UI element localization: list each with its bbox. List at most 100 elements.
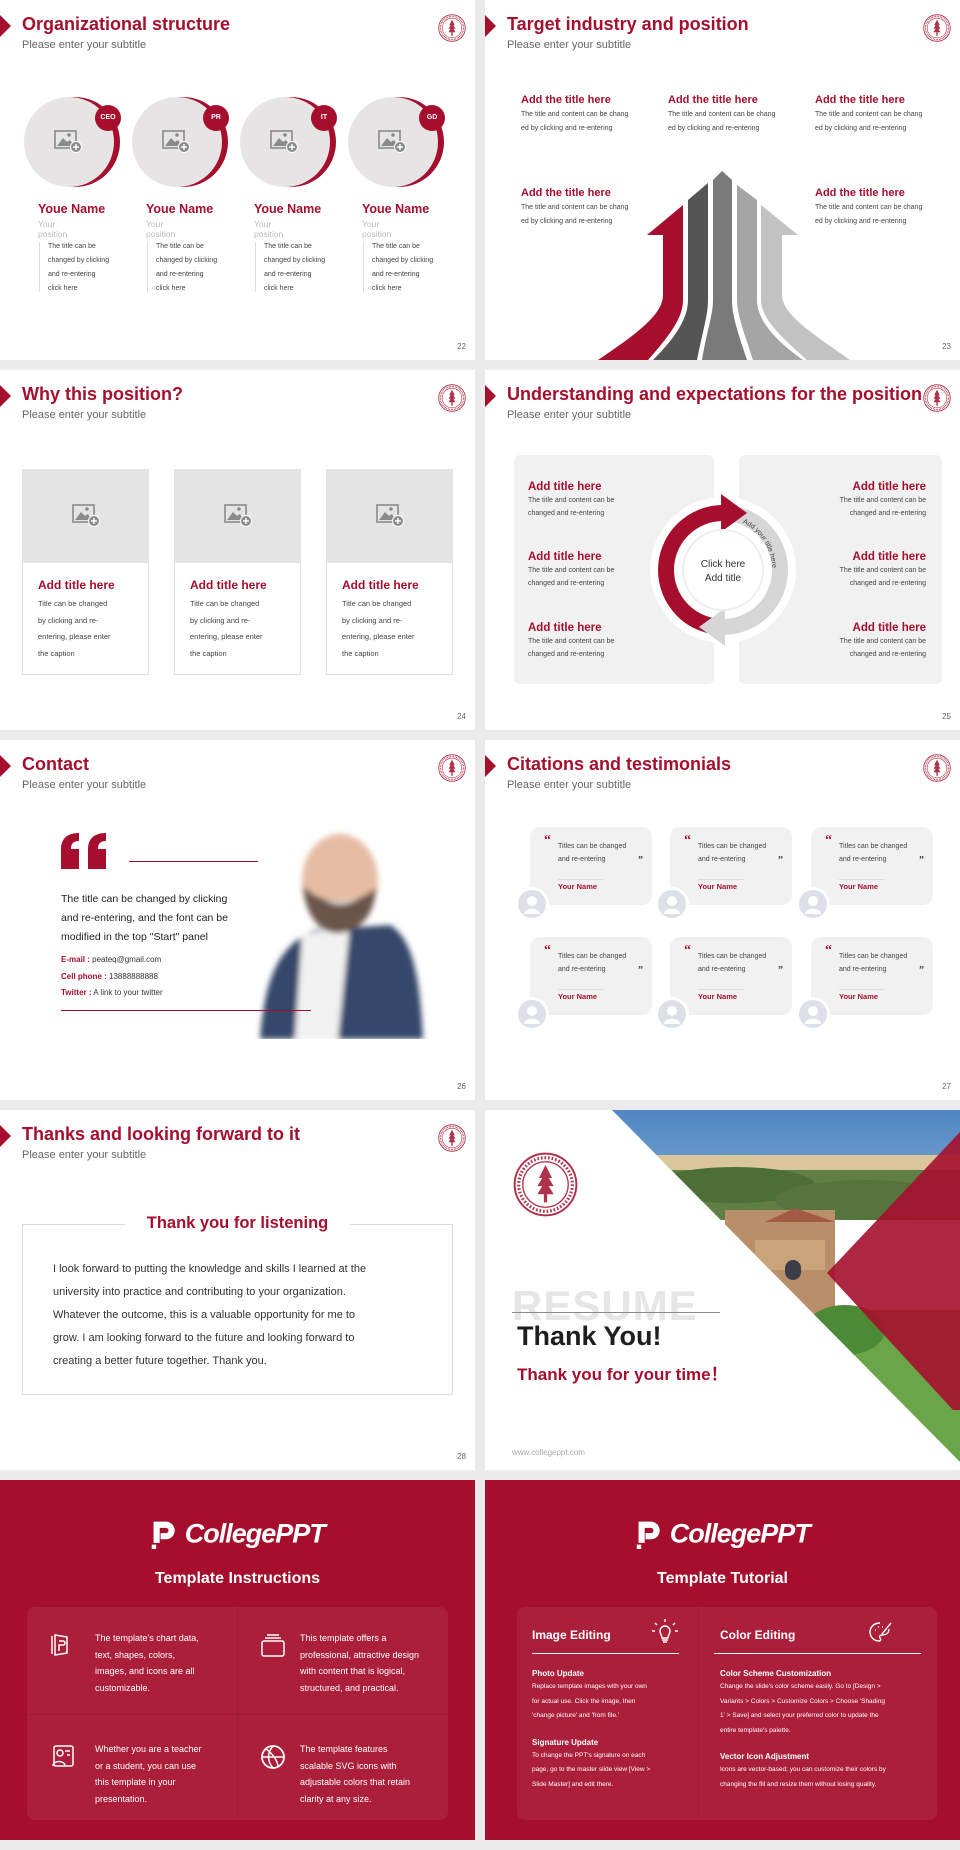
cycle-center [682, 529, 764, 611]
avatar [655, 887, 689, 921]
testimonial-card[interactable]: “ Titles can be changed and re-entering ” Yo… [530, 937, 652, 1015]
message-title-wrap: Thank you for listening [0, 1214, 475, 1233]
expectation-item[interactable]: Add title here The title and content can … [528, 481, 614, 520]
arrow-lightest-gray [761, 205, 850, 360]
section-body-line: Variants > Colors > Customize Colors > C… [720, 1697, 885, 1705]
ball-icon [260, 1744, 286, 1770]
desc-line: click here [156, 285, 186, 292]
thank-you-tagline: Thank you for your time！ [517, 1365, 728, 1384]
image-editing-sections: Photo Update Replace template images wit… [532, 1669, 682, 1792]
slide-template-instructions[interactable]: CollegePPT Template Instructions The tem… [0, 1480, 475, 1840]
member-position: Your position [146, 219, 176, 239]
card-image-placeholder[interactable] [326, 469, 453, 563]
university-seal-icon [923, 754, 951, 782]
page-number: 27 [942, 1082, 951, 1091]
section-body-line: for actual use. Click the image, then [532, 1697, 636, 1705]
member-description: The title can be changed by clicking and r… [372, 240, 433, 296]
block-body-line: ed by clicking and re-entering [815, 125, 907, 132]
block-body-line: ed by clicking and re-entering [521, 218, 613, 225]
tutorial-panel [517, 1607, 937, 1820]
block-title: Add the title here [815, 187, 905, 199]
close-quote-icon: ” [919, 965, 924, 976]
slide-target-industry[interactable]: Target industry and position Please ente… [485, 0, 960, 360]
cycle-center-line2: Add title [705, 573, 742, 584]
section-body-line: Replace template images with your own [532, 1683, 647, 1690]
text-block[interactable]: Add the title here The title and content … [521, 94, 628, 136]
testimonial-card[interactable]: “ Titles can be changed and re-entering ” Yo… [811, 937, 933, 1015]
expectation-item[interactable]: Add title here The title and content can … [528, 551, 614, 590]
slide-contact[interactable]: Contact Please enter your subtitle The t… [0, 740, 475, 1100]
instruction-line: clarity at any size. [300, 1793, 372, 1804]
role-badge: CEO [95, 105, 121, 131]
expectation-item[interactable]: Add title here The title and content can … [528, 622, 614, 661]
twitter-link[interactable]: A link to your twitter [93, 988, 163, 997]
testimonial-line: and re-entering [558, 965, 606, 973]
position-card[interactable]: Add title here Title can be changed by cli… [174, 469, 301, 675]
red-diamond-overlay [827, 1132, 960, 1410]
instruction-line: text, shapes, colors, [95, 1649, 176, 1660]
body-line: creating a better future together. Thank… [53, 1355, 267, 1367]
arrow-mid-gray [702, 171, 747, 360]
slide-thanks-looking-forward[interactable]: Thanks and looking forward to it Please … [0, 1110, 475, 1470]
campus-photo [612, 1110, 960, 1462]
card-image-placeholder[interactable] [174, 469, 301, 563]
photo-placeholder[interactable] [24, 97, 114, 187]
testimonial-name: Your Name [558, 882, 598, 891]
testimonial-text: Titles can be changed and re-entering [698, 841, 766, 866]
quote-mark-icon [61, 833, 106, 869]
user-icon [664, 1006, 680, 1024]
testimonial-card[interactable]: “ Titles can be changed and re-entering ” Yo… [670, 937, 792, 1015]
close-quote-icon: ” [778, 965, 783, 976]
text-block[interactable]: Add the title here The title and content … [815, 94, 922, 136]
testimonial-card[interactable]: “ Titles can be changed and re-entering ” Yo… [670, 827, 792, 905]
page-number: 25 [942, 712, 951, 721]
collegeppt-logo-icon [150, 1521, 180, 1549]
card-body-line: the caption [190, 649, 227, 659]
desc-line: and re-entering [372, 271, 420, 278]
page-number: 26 [457, 1082, 466, 1091]
card-body-line: the caption [342, 649, 379, 659]
instruction-line: this template in your [95, 1777, 176, 1788]
slide-title: Target industry and position [507, 14, 749, 34]
slide-thank-you-cover[interactable]: RESUME Thank You! Thank you for your tim… [485, 1110, 960, 1470]
collegeppt-logo: CollegePPT [0, 1518, 475, 1550]
instructions-panel [27, 1607, 448, 1820]
email-value[interactable]: peateq@gmail.com [92, 955, 162, 964]
position-card[interactable]: Add title here Title can be changed by cli… [326, 469, 453, 675]
expectation-item[interactable]: Add title here The title and content can … [840, 551, 926, 590]
name-divider [698, 989, 744, 990]
slide-understanding-expectations[interactable]: Understanding and expectations for the p… [485, 370, 960, 730]
desc-line: The title can be [264, 243, 312, 250]
text-block[interactable]: Add the title here The title and content … [521, 187, 628, 229]
section-body-line: 'change picture' and 'from file.' [532, 1712, 619, 1719]
text-block[interactable]: Add the title here The title and content … [668, 94, 775, 136]
contact-details: E-mail : peateq@gmail.com Cell phone : 1… [61, 952, 163, 1002]
website-link[interactable]: www.collegeppt.com [512, 1448, 585, 1457]
header-arrow-icon [0, 755, 11, 777]
avatar [796, 887, 830, 921]
testimonial-card[interactable]: “ Titles can be changed and re-entering ” Yo… [811, 827, 933, 905]
card-image-placeholder[interactable] [22, 469, 149, 563]
slide-citations-testimonials[interactable]: Citations and testimonials Please enter … [485, 740, 960, 1100]
member-position: Your position [38, 219, 68, 239]
item-body-line: changed and re-entering [528, 579, 605, 587]
item-title: Add title here [852, 481, 926, 493]
cycle-arrowhead-gray [699, 608, 725, 646]
position-card[interactable]: Add title here Title can be changed by cli… [22, 469, 149, 675]
expectation-item[interactable]: Add title here The title and content can … [840, 481, 926, 520]
text-block[interactable]: Add the title here The title and content … [815, 187, 922, 229]
item-title: Add title here [852, 622, 926, 634]
slide-organizational-structure[interactable]: Organizational structure Please enter yo… [0, 0, 475, 360]
slide-why-this-position[interactable]: Why this position? Please enter your sub… [0, 370, 475, 730]
avatar [796, 997, 830, 1031]
testimonial-line: Titles can be changed [558, 843, 627, 850]
header-arrow-icon [485, 385, 496, 407]
slide-template-tutorial[interactable]: CollegePPT Template Tutorial Image Editi… [485, 1480, 960, 1840]
phone-label: Cell phone : [61, 971, 107, 981]
instruction-line: scalable SVG icons with [300, 1760, 397, 1771]
section-body-line: 1' > Save] and select your preferred col… [720, 1712, 879, 1719]
expectation-item[interactable]: Add title here The title and content can … [840, 622, 926, 661]
slide-subtitle: Please enter your subtitle [22, 779, 147, 791]
testimonial-card[interactable]: “ Titles can be changed and re-entering ” Yo… [530, 827, 652, 905]
cycle-diagram[interactable]: Add your title here Add your title here … [643, 490, 803, 650]
